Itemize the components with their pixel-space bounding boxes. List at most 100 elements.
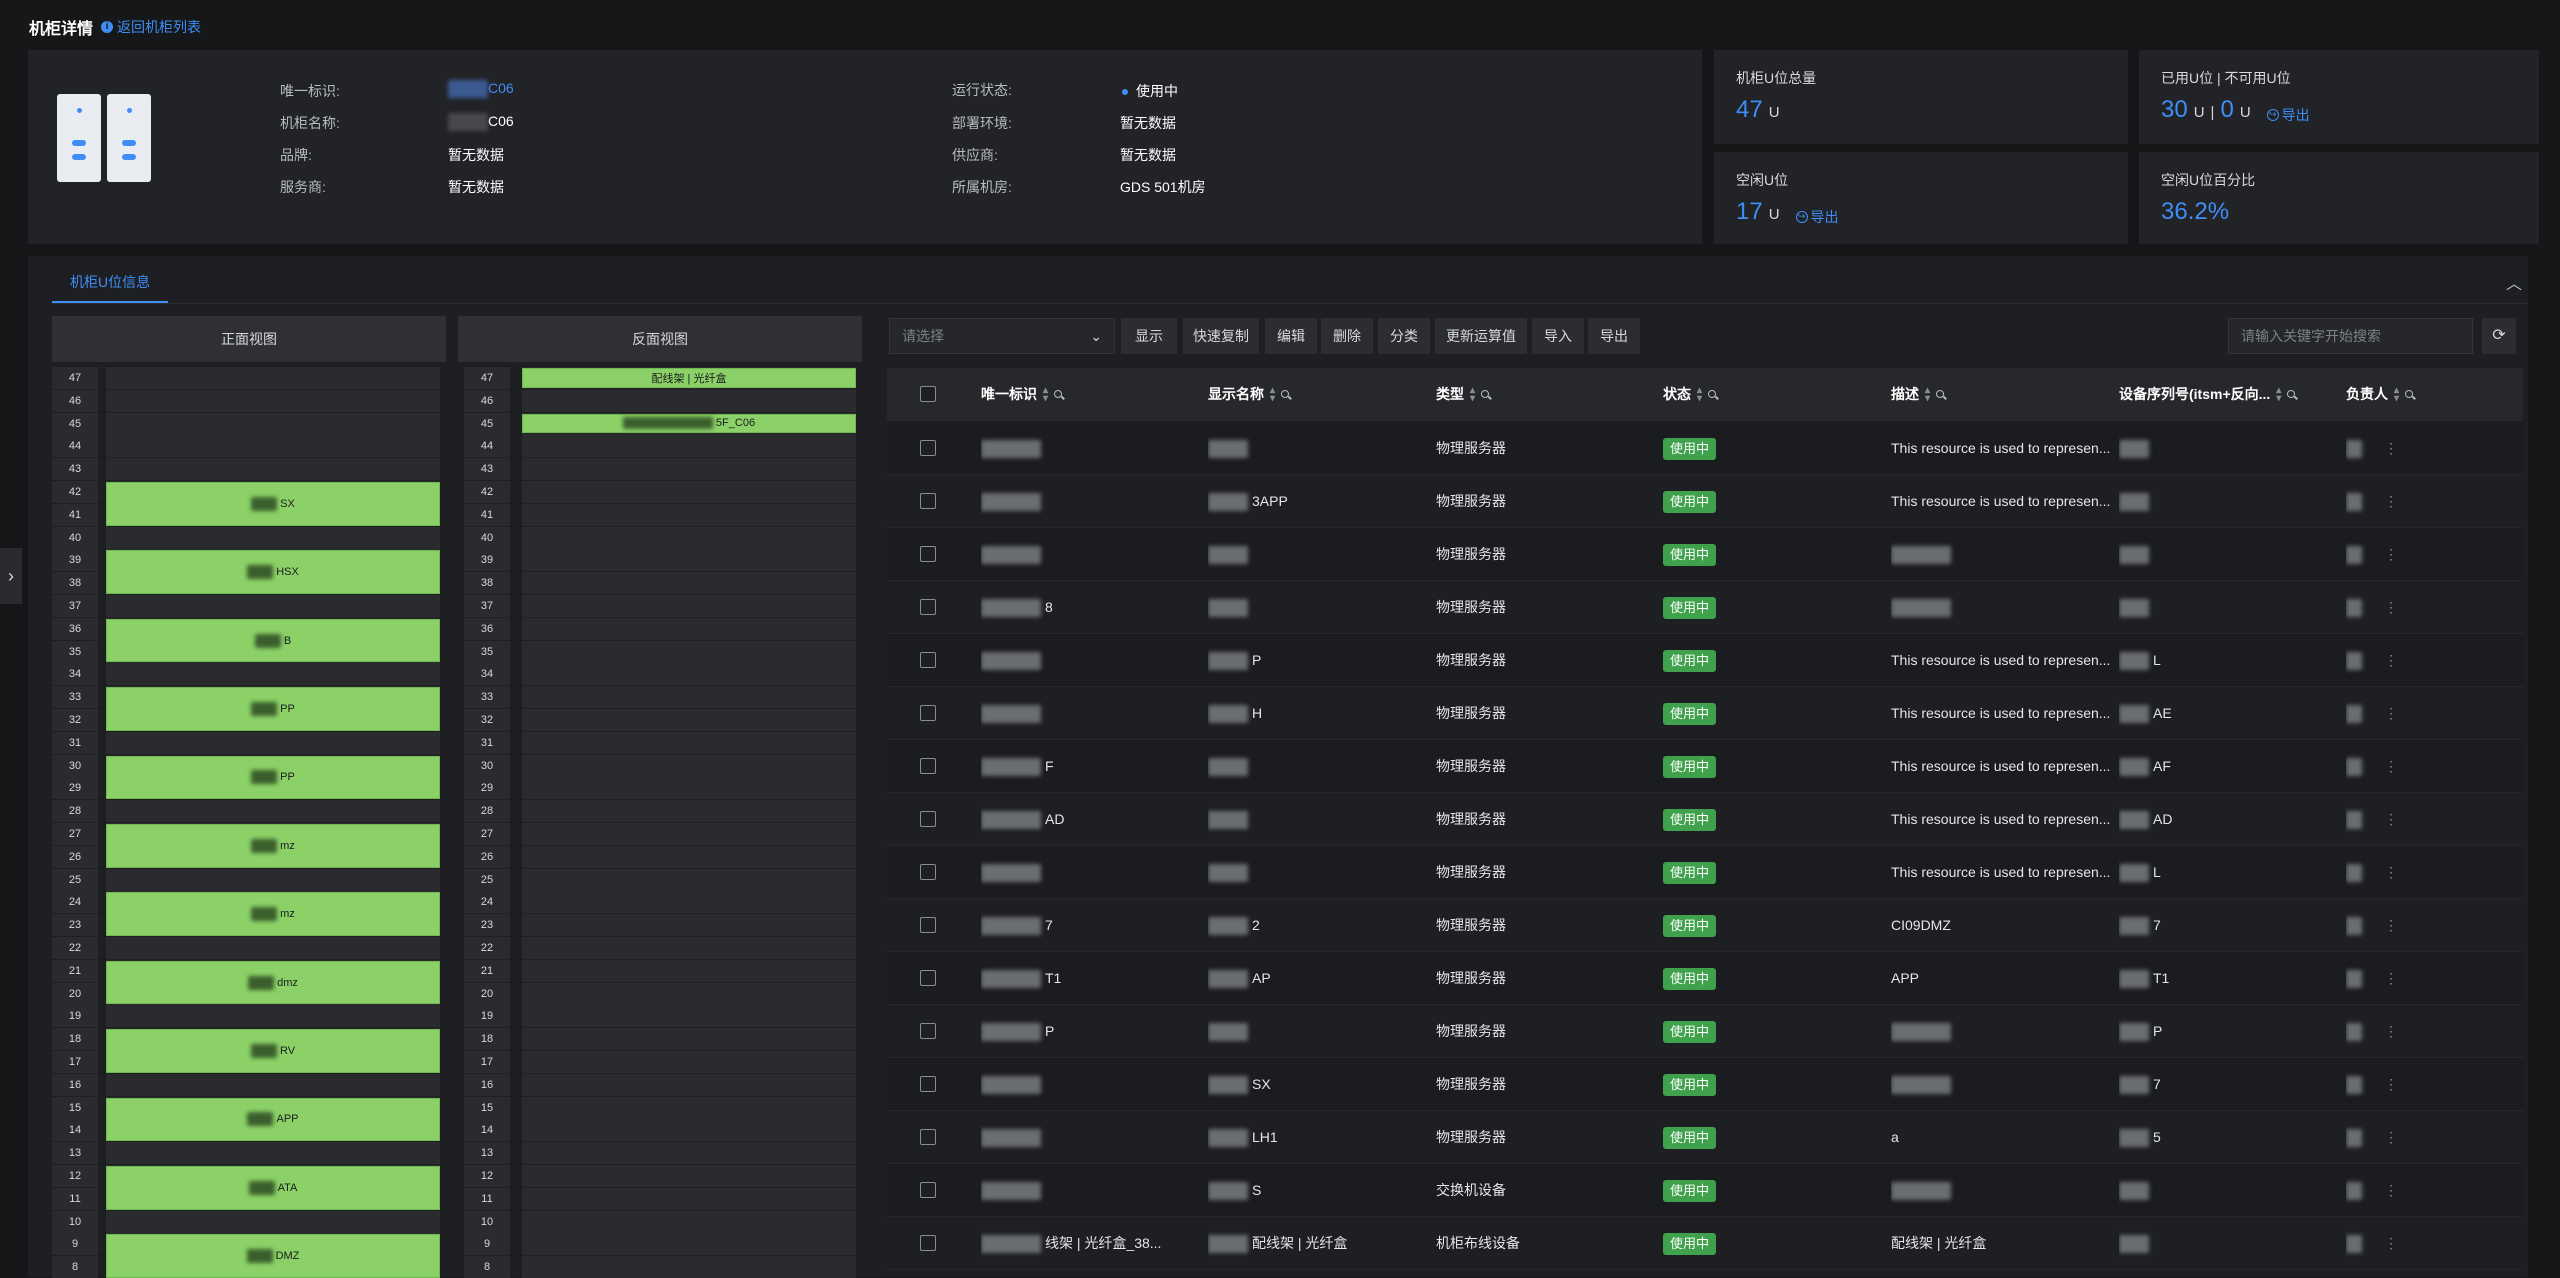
- front-unit-slot[interactable]: [106, 937, 440, 959]
- back-unit-slot[interactable]: [522, 982, 856, 1005]
- back-unit-slot[interactable]: [522, 1028, 856, 1051]
- front-unit-slot[interactable]: [106, 731, 440, 754]
- row-more-icon[interactable]: ⋮: [2384, 1129, 2394, 1145]
- front-unit-slot[interactable]: [106, 412, 440, 435]
- front-unit-slot[interactable]: [106, 1142, 440, 1165]
- row-more-icon[interactable]: ⋮: [2384, 440, 2394, 456]
- import-button[interactable]: 导入: [1532, 318, 1584, 354]
- front-device[interactable]: PP: [106, 687, 440, 731]
- row-more-icon[interactable]: ⋮: [2384, 652, 2394, 668]
- back-to-list-link[interactable]: i 返回机柜列表: [101, 17, 201, 37]
- front-device[interactable]: mz: [106, 892, 440, 936]
- table-row[interactable]: 3APP 物理服务器 使用中 This resource is used to rep…: [887, 475, 2523, 528]
- back-unit-slot[interactable]: [522, 1051, 856, 1073]
- back-unit-slot[interactable]: [522, 1233, 856, 1256]
- refresh-icon[interactable]: ⟳: [2482, 318, 2516, 354]
- col-owner[interactable]: 负责人 ▴ ▾: [2346, 368, 2415, 421]
- front-unit-slot[interactable]: [106, 526, 440, 549]
- row-checkbox[interactable]: [920, 652, 936, 668]
- row-more-icon[interactable]: ⋮: [2384, 1023, 2394, 1039]
- front-device[interactable]: RV: [106, 1029, 440, 1073]
- back-unit-slot[interactable]: [522, 800, 856, 823]
- back-unit-slot[interactable]: [522, 709, 856, 731]
- col-uid[interactable]: 唯一标识 ▴ ▾: [981, 368, 1064, 421]
- back-unit-slot[interactable]: [522, 1096, 856, 1119]
- row-checkbox[interactable]: [920, 440, 936, 456]
- back-unit-slot[interactable]: [522, 754, 856, 777]
- back-unit-slot[interactable]: [522, 435, 856, 458]
- chevron-up-icon[interactable]: ︿: [2506, 276, 2523, 293]
- front-device[interactable]: APP: [106, 1097, 440, 1142]
- back-unit-slot[interactable]: [522, 481, 856, 503]
- table-row[interactable]: H 物理服务器 使用中 This resource is used to repres…: [887, 687, 2523, 740]
- back-unit-slot[interactable]: [522, 731, 856, 754]
- table-row[interactable]: 物理服务器 使用中 This resource is used to represe…: [887, 422, 2523, 475]
- row-checkbox[interactable]: [920, 917, 936, 933]
- back-device[interactable]: 配线架 | 光纤盒: [522, 368, 856, 388]
- table-row[interactable]: AD 物理服务器 使用中 This resource is used to repre…: [887, 793, 2523, 846]
- front-unit-slot[interactable]: [106, 1073, 440, 1096]
- row-checkbox[interactable]: [920, 546, 936, 562]
- front-unit-slot[interactable]: [106, 1005, 440, 1028]
- table-row[interactable]: 8 物理服务器 使用中 ⋮: [887, 581, 2523, 634]
- back-unit-slot[interactable]: [522, 1256, 856, 1278]
- front-device[interactable]: dmz: [106, 960, 440, 1005]
- row-more-icon[interactable]: ⋮: [2384, 970, 2394, 986]
- col-name[interactable]: 显示名称 ▴ ▾: [1208, 368, 1291, 421]
- table-row[interactable]: S 交换机设备 使用中 ⋮: [887, 1164, 2523, 1217]
- table-row[interactable]: 线架 | 光纤盒_38... 配线架 | 光纤盒 机柜布线设备 使用中 配线架 | 光纤…: [887, 1217, 2523, 1270]
- back-unit-slot[interactable]: [522, 914, 856, 937]
- row-more-icon[interactable]: ⋮: [2384, 917, 2394, 933]
- front-unit-slot[interactable]: [106, 458, 440, 481]
- front-unit-slot[interactable]: [106, 389, 440, 412]
- row-checkbox[interactable]: [920, 758, 936, 774]
- front-unit-slot[interactable]: [106, 1210, 440, 1233]
- row-more-icon[interactable]: ⋮: [2384, 1235, 2394, 1251]
- row-more-icon[interactable]: ⋮: [2384, 599, 2394, 615]
- front-device[interactable]: SX: [106, 482, 440, 526]
- row-checkbox[interactable]: [920, 1129, 936, 1145]
- row-checkbox[interactable]: [920, 1182, 936, 1198]
- delete-button[interactable]: 删除: [1321, 318, 1373, 354]
- front-device[interactable]: PP: [106, 755, 440, 800]
- edit-button[interactable]: 编辑: [1265, 318, 1317, 354]
- col-serial[interactable]: 设备序列号(itsm+反向... ▴ ▾: [2119, 368, 2297, 421]
- back-unit-slot[interactable]: [522, 1119, 856, 1142]
- row-checkbox[interactable]: [920, 705, 936, 721]
- row-more-icon[interactable]: ⋮: [2384, 811, 2394, 827]
- back-unit-slot[interactable]: [522, 777, 856, 800]
- row-checkbox[interactable]: [920, 1235, 936, 1251]
- back-unit-slot[interactable]: [522, 891, 856, 914]
- back-unit-slot[interactable]: [522, 1005, 856, 1028]
- search-input[interactable]: 请输入关键字开始搜索: [2228, 318, 2473, 354]
- tab-rack-info[interactable]: 机柜U位信息: [70, 274, 151, 290]
- back-unit-slot[interactable]: [522, 959, 856, 982]
- show-button[interactable]: 显示: [1121, 318, 1177, 354]
- table-row[interactable]: F 物理服务器 使用中 This resource is used to repres…: [887, 740, 2523, 793]
- row-checkbox[interactable]: [920, 864, 936, 880]
- row-more-icon[interactable]: ⋮: [2384, 1182, 2394, 1198]
- back-unit-slot[interactable]: [522, 868, 856, 891]
- export-free-button[interactable]: ↪ 导出: [1795, 207, 1839, 227]
- front-unit-slot[interactable]: [106, 868, 440, 891]
- col-type[interactable]: 类型 ▴ ▾: [1436, 368, 1491, 421]
- row-checkbox[interactable]: [920, 1076, 936, 1092]
- row-more-icon[interactable]: ⋮: [2384, 758, 2394, 774]
- front-unit-slot[interactable]: [106, 663, 440, 686]
- back-unit-slot[interactable]: [522, 1165, 856, 1187]
- front-unit-slot[interactable]: [106, 367, 440, 389]
- back-unit-slot[interactable]: [522, 640, 856, 663]
- back-unit-slot[interactable]: [522, 526, 856, 549]
- col-desc[interactable]: 描述 ▴ ▾: [1891, 368, 1946, 421]
- classify-button[interactable]: 分类: [1378, 318, 1430, 354]
- front-device[interactable]: B: [106, 618, 440, 663]
- back-unit-slot[interactable]: [522, 686, 856, 709]
- back-unit-slot[interactable]: [522, 389, 856, 412]
- table-row[interactable]: 物理服务器 使用中 This resource is used to represe…: [887, 846, 2523, 899]
- row-more-icon[interactable]: ⋮: [2384, 864, 2394, 880]
- back-unit-slot[interactable]: [522, 595, 856, 617]
- back-unit-slot[interactable]: [522, 549, 856, 572]
- back-unit-slot[interactable]: [522, 1073, 856, 1096]
- back-unit-slot[interactable]: [522, 845, 856, 868]
- front-device[interactable]: mz: [106, 824, 440, 868]
